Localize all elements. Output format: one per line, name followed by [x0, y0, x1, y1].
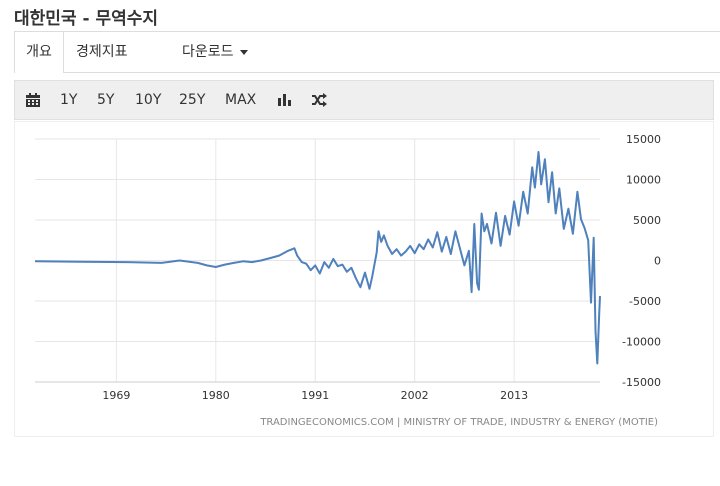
range-max-button[interactable]: MAX [225, 92, 257, 108]
page-title: 대한민국 - 무역수지 [14, 9, 159, 29]
y-tick-label: -15000 [622, 376, 661, 389]
shuffle-icon[interactable] [311, 81, 327, 119]
x-tick-label: 1980 [202, 389, 230, 402]
y-tick-label: -5000 [629, 295, 661, 308]
tab-download[interactable]: 다운로드 [182, 32, 248, 72]
x-tick-label: 1969 [102, 389, 130, 402]
tab-economic-indicators[interactable]: 경제지표 [76, 44, 128, 60]
tab-overview[interactable]: 개요 [14, 32, 64, 73]
range-5y-button[interactable]: 5Y [97, 92, 115, 108]
bar-chart-icon[interactable] [277, 81, 292, 119]
chevron-down-icon [239, 49, 248, 55]
range-1y-button[interactable]: 1Y [60, 92, 78, 108]
range-10y-button[interactable]: 10Y [135, 92, 162, 108]
trade-balance-chart: 1969 1980 1991 2002 2013 15000 10000 5000 0 -5000… [34, 133, 661, 428]
x-tick-label: 1991 [301, 389, 329, 402]
y-tick-label: 5000 [633, 214, 661, 227]
y-tick-label: 15000 [626, 133, 661, 146]
y-tick-label: -10000 [622, 336, 661, 349]
source-credit: TRADINGECONOMICS.COM | MINISTRY OF TRADE… [259, 417, 658, 428]
x-tick-label: 2002 [401, 389, 429, 402]
tab-download-label: 다운로드 [182, 44, 234, 60]
chart-toolbar: 1Y 5Y 10Y 25Y MAX [14, 80, 714, 120]
y-tick-label: 0 [654, 255, 661, 268]
y-tick-label: 10000 [626, 174, 661, 187]
range-25y-button[interactable]: 25Y [179, 92, 206, 108]
calendar-icon[interactable] [25, 81, 41, 119]
tab-bar: 개요 경제지표 다운로드 [14, 31, 720, 73]
chart-panel: 1969 1980 1991 2002 2013 15000 10000 5000 0 -5000… [14, 121, 714, 437]
x-tick-label: 2013 [500, 389, 528, 402]
series-line [34, 151, 601, 365]
